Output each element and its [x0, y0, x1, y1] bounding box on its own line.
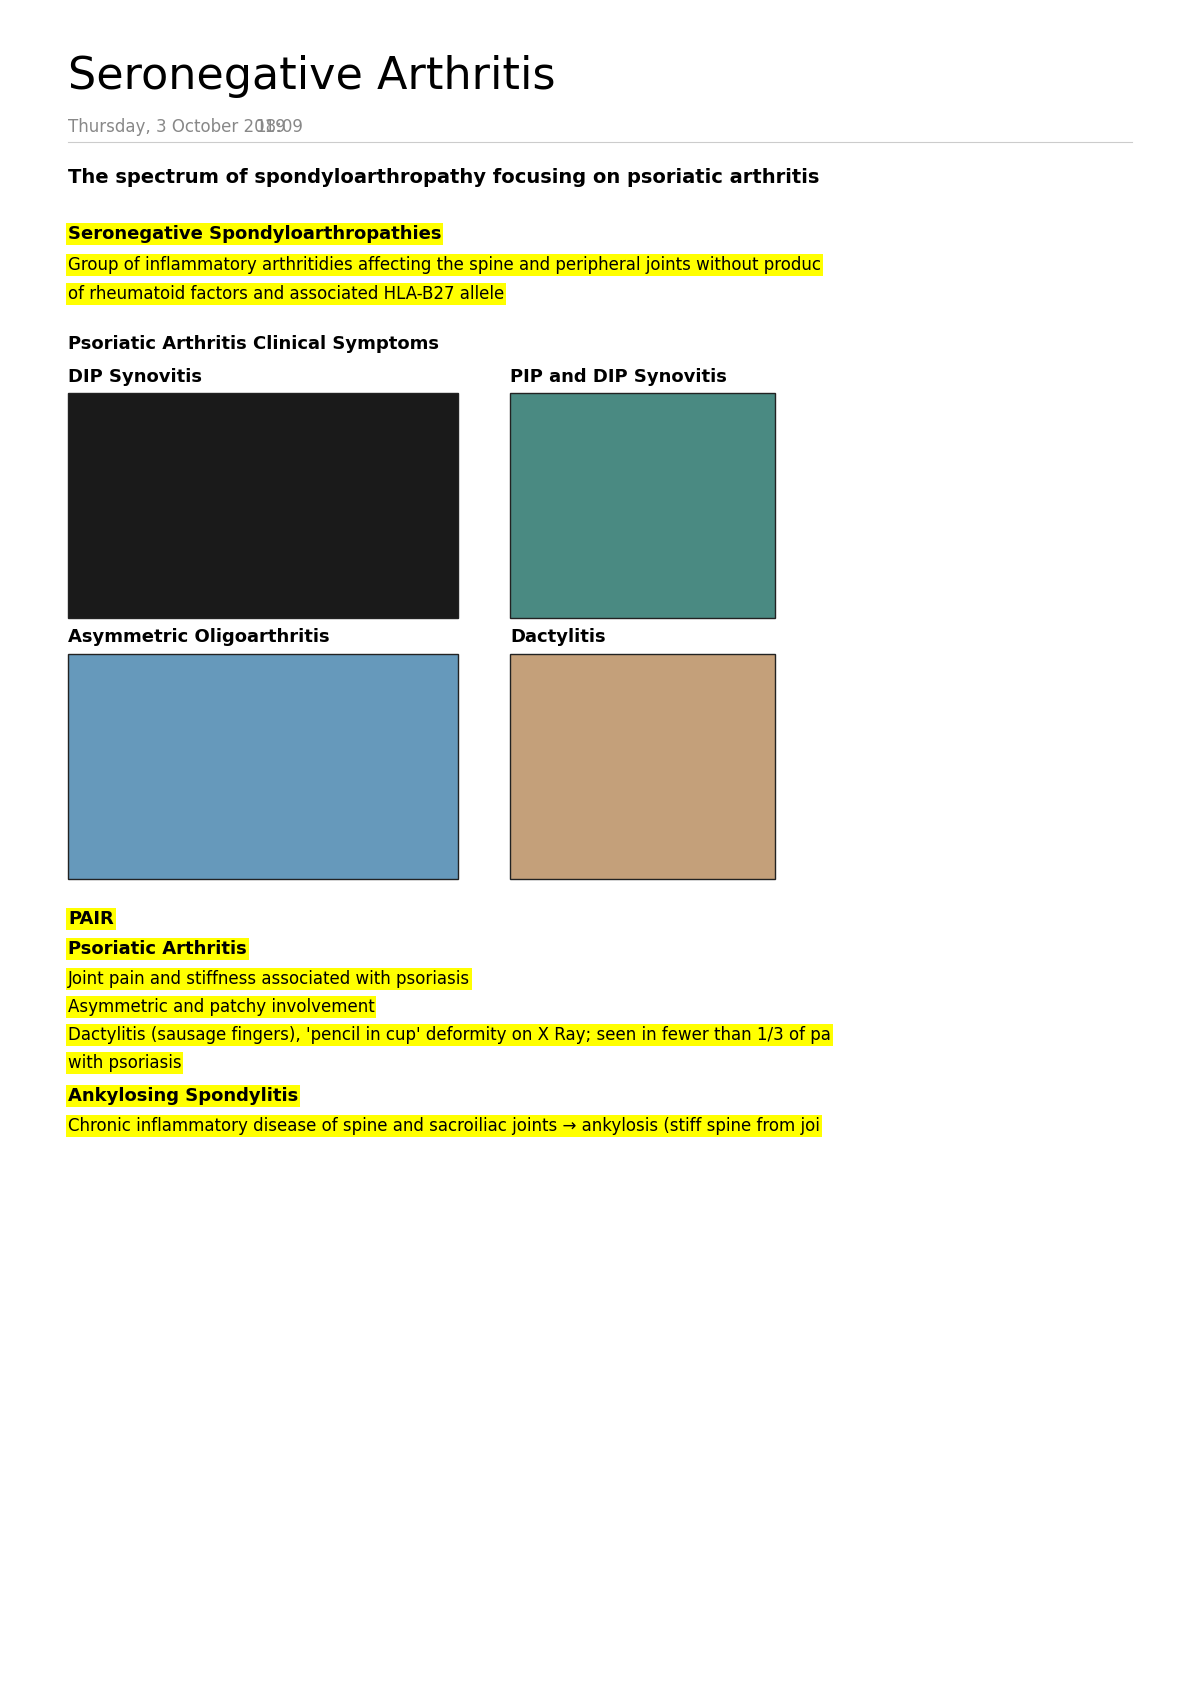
Text: DIP Synovitis: DIP Synovitis	[68, 368, 202, 385]
Text: Psoriatic Arthritis Clinical Symptoms: Psoriatic Arthritis Clinical Symptoms	[68, 335, 439, 353]
Bar	[68, 654, 458, 880]
Text: PIP and DIP Synovitis: PIP and DIP Synovitis	[510, 368, 727, 385]
Bar	[510, 392, 775, 618]
Text: with psoriasis: with psoriasis	[68, 1054, 181, 1071]
Text: Joint pain and stiffness associated with psoriasis: Joint pain and stiffness associated with…	[68, 970, 470, 988]
Text: Psoriatic Arthritis: Psoriatic Arthritis	[68, 941, 247, 958]
Bar	[68, 392, 458, 618]
Text: Asymmetric and patchy involvement: Asymmetric and patchy involvement	[68, 998, 374, 1015]
Text: of rheumatoid factors and associated HLA-B27 allele: of rheumatoid factors and associated HLA…	[68, 285, 504, 302]
Text: Dactylitis: Dactylitis	[510, 628, 606, 645]
Text: Dactylitis (sausage fingers), 'pencil in cup' deformity on X Ray; seen in fewer : Dactylitis (sausage fingers), 'pencil in…	[68, 1026, 830, 1044]
Bar	[510, 654, 775, 880]
Text: 18:09: 18:09	[256, 117, 302, 136]
Text: PAIR: PAIR	[68, 910, 114, 929]
Text: Seronegative Spondyloarthropathies: Seronegative Spondyloarthropathies	[68, 226, 442, 243]
Text: The spectrum of spondyloarthropathy focusing on psoriatic arthritis: The spectrum of spondyloarthropathy focu…	[68, 168, 820, 187]
Text: Ankylosing Spondylitis: Ankylosing Spondylitis	[68, 1087, 299, 1105]
Text: Seronegative Arthritis: Seronegative Arthritis	[68, 54, 556, 98]
Text: Chronic inflammatory disease of spine and sacroiliac joints → ankylosis (stiff s: Chronic inflammatory disease of spine an…	[68, 1117, 820, 1134]
Text: Asymmetric Oligoarthritis: Asymmetric Oligoarthritis	[68, 628, 330, 645]
Text: Thursday, 3 October 2019: Thursday, 3 October 2019	[68, 117, 286, 136]
Text: Group of inflammatory arthritidies affecting the spine and peripheral joints wit: Group of inflammatory arthritidies affec…	[68, 256, 821, 273]
